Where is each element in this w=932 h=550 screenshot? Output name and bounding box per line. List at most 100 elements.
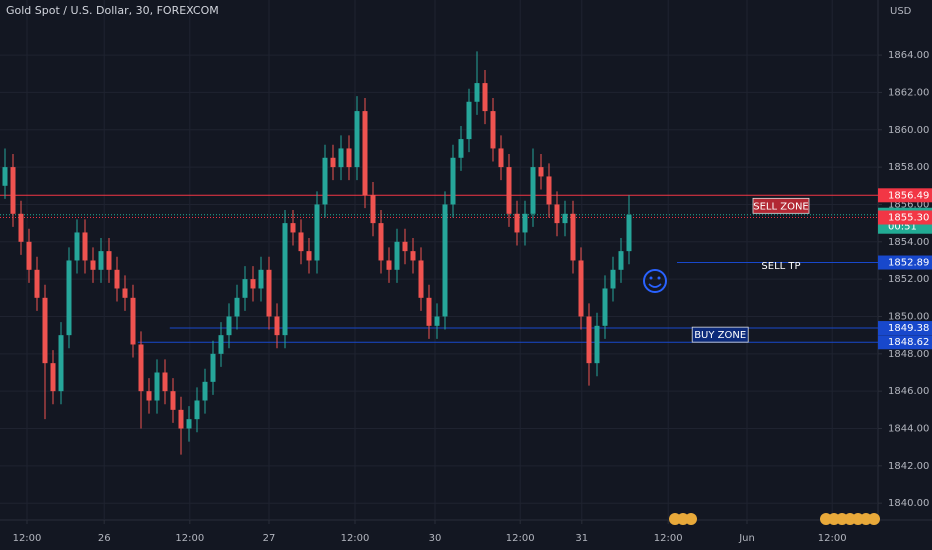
annotation-box <box>691 326 749 343</box>
candle-body <box>514 213 520 233</box>
candle-body <box>546 176 552 205</box>
candle-body <box>34 269 40 298</box>
candle-body <box>58 335 64 392</box>
annotation-text: SELL TP <box>761 261 800 272</box>
price-tag <box>878 255 932 270</box>
price-tag-label: 1849.38 <box>888 323 929 334</box>
candle-body <box>258 269 264 289</box>
candle-body <box>234 297 240 317</box>
candle-body <box>170 391 176 410</box>
candle-body <box>130 297 136 345</box>
candle-body <box>282 223 288 336</box>
candle-body <box>402 241 408 252</box>
candle-body <box>442 204 448 317</box>
candle-body <box>146 391 152 401</box>
candle-body <box>306 251 312 261</box>
x-tick-label: 12:00 <box>13 533 42 544</box>
candle-body <box>602 288 608 326</box>
candle-body <box>138 344 144 392</box>
candle-body <box>66 260 72 336</box>
candles <box>2 51 632 455</box>
candle-body <box>250 279 256 289</box>
candle-body <box>410 251 416 261</box>
x-tick-label: 12:00 <box>341 533 370 544</box>
price-tags: 1856.491855.4500:511855.301852.891849.38… <box>878 188 932 350</box>
candle-body <box>538 167 544 177</box>
candle-body <box>530 167 536 214</box>
event-icons <box>669 513 880 525</box>
candle-body <box>570 213 576 261</box>
candle-body <box>338 148 344 168</box>
price-tag <box>878 321 932 336</box>
smiley-icon <box>643 269 667 293</box>
y-tick-label: 1844.00 <box>888 424 929 435</box>
levels <box>0 194 878 343</box>
candle-body <box>346 148 352 168</box>
candle-body <box>18 213 24 242</box>
candle-body <box>562 213 568 224</box>
annotation-text: SELL ZONE <box>753 201 809 212</box>
x-tick-label: 12:00 <box>175 533 204 544</box>
candle-body <box>186 419 192 429</box>
countdown-label: 00:51 <box>888 222 917 233</box>
annotation-text: BUY ZONE <box>694 330 746 341</box>
annotations: SELL ZONE SELL TP BUY ZONE <box>691 197 810 343</box>
candle-body <box>594 325 600 364</box>
candle-body <box>194 400 200 420</box>
y-tick-label: 1852.00 <box>888 274 929 285</box>
candle-body <box>162 372 168 392</box>
candle-body <box>114 269 120 289</box>
candle-body <box>386 260 392 270</box>
candle-body <box>26 241 32 270</box>
candle-body <box>458 139 464 158</box>
candle-body <box>106 251 112 270</box>
candle-body <box>50 363 56 392</box>
candle-body <box>210 353 216 382</box>
candle-body <box>42 297 48 364</box>
candle-body <box>394 241 400 270</box>
candle-body <box>626 214 632 252</box>
candle-body <box>2 167 8 186</box>
y-tick-label: 1854.00 <box>888 237 929 248</box>
candle-body <box>578 260 584 317</box>
candle-body <box>266 269 272 317</box>
y-tick-label: 1858.00 <box>888 162 929 173</box>
x-tick-label: 31 <box>575 533 588 544</box>
y-tick-label: 1848.00 <box>888 349 929 360</box>
candle-body <box>10 167 16 214</box>
candle-body <box>474 83 480 102</box>
annotation-box <box>752 197 810 214</box>
candle-body <box>610 269 616 289</box>
candle-body <box>330 157 336 168</box>
candle-body <box>554 204 560 224</box>
price-tag-label: 1852.89 <box>888 258 929 269</box>
candle-body <box>298 232 304 252</box>
price-tag-label: 1848.62 <box>888 337 929 348</box>
candle-body <box>154 372 160 401</box>
candle-body <box>218 335 224 354</box>
x-tick-label: 12:00 <box>506 533 535 544</box>
candle-body <box>90 260 96 270</box>
x-tick-label: 12:00 <box>818 533 847 544</box>
y-tick-label: 1846.00 <box>888 386 929 397</box>
candle-body <box>466 101 472 140</box>
candle-body <box>522 213 528 233</box>
candle-body <box>98 251 104 270</box>
candle-body <box>290 223 296 233</box>
candle-body <box>498 148 504 168</box>
candle-body <box>274 316 280 336</box>
candle-body <box>450 157 456 205</box>
price-tag <box>878 188 932 203</box>
candle-body <box>426 297 432 326</box>
y-tick-label: 1862.00 <box>888 87 929 98</box>
x-tick-label: 26 <box>98 533 111 544</box>
y-tick-label: 1860.00 <box>888 125 929 136</box>
candle-body <box>418 260 424 298</box>
y-tick-label: 1842.00 <box>888 461 929 472</box>
candle-body <box>122 288 128 298</box>
candle-body <box>202 381 208 401</box>
candle-body <box>82 232 88 261</box>
